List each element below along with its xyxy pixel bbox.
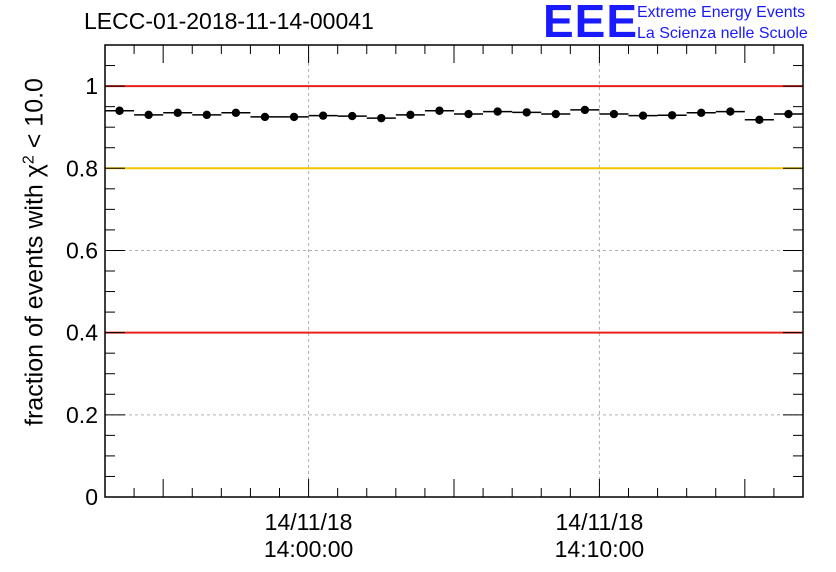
data-point xyxy=(697,108,706,118)
data-point xyxy=(726,107,735,116)
x-tick-label-date: 14/11/18 xyxy=(265,509,353,535)
logo-line-1: Extreme Energy Events xyxy=(637,4,806,21)
data-point xyxy=(115,106,124,115)
reference-lines xyxy=(105,85,803,334)
data-point xyxy=(609,109,619,119)
logo-line-2: La Scienza nelle Scuole xyxy=(637,25,808,42)
data-point xyxy=(667,111,677,120)
data-point xyxy=(377,113,386,123)
y-axis-label: fraction of events with χ2 < 10.0 xyxy=(20,78,49,426)
y-axis-label-sup: 2 xyxy=(20,155,38,165)
data-point xyxy=(318,111,328,120)
data-point xyxy=(289,112,299,122)
y-tick-label: 0 xyxy=(85,484,98,510)
x-tick-label-date: 14/11/18 xyxy=(556,509,644,535)
data-point xyxy=(260,112,270,122)
data-points xyxy=(105,105,803,124)
data-point xyxy=(231,108,241,118)
data-point xyxy=(202,110,211,120)
data-point xyxy=(348,111,357,121)
logo-mark: EEE xyxy=(543,0,639,47)
data-point xyxy=(173,108,182,118)
data-point xyxy=(580,105,590,115)
y-tick-label: 0.6 xyxy=(66,237,98,263)
data-point xyxy=(755,115,764,124)
y-tick-label: 0.8 xyxy=(66,155,98,181)
y-axis-label-suffix: < 10.0 xyxy=(20,78,49,156)
data-point xyxy=(638,111,648,120)
data-point xyxy=(435,106,444,115)
chart-title: LECC-01-2018-11-14-00041 xyxy=(84,8,374,34)
y-tick-label: 1 xyxy=(85,73,98,99)
data-point xyxy=(464,109,473,119)
data-point xyxy=(551,109,560,119)
data-point xyxy=(522,108,531,117)
x-tick-label-time: 14:10:00 xyxy=(555,536,645,562)
data-point xyxy=(493,107,502,116)
y-tick-labels: 0 0.2 0.4 0.6 0.8 1 xyxy=(66,73,98,510)
data-point xyxy=(784,109,793,119)
y-tick-label: 0.2 xyxy=(66,402,98,428)
x-tick-label-time: 14:00:00 xyxy=(264,536,354,562)
y-axis-label-prefix: fraction of events with χ xyxy=(20,164,49,426)
eee-logo: EEE Extreme Energy Events La Scienza nel… xyxy=(543,0,833,47)
y-tick-label: 0.4 xyxy=(66,320,98,346)
data-point xyxy=(144,110,153,120)
data-point xyxy=(406,110,415,120)
axis-ticks xyxy=(104,44,804,498)
